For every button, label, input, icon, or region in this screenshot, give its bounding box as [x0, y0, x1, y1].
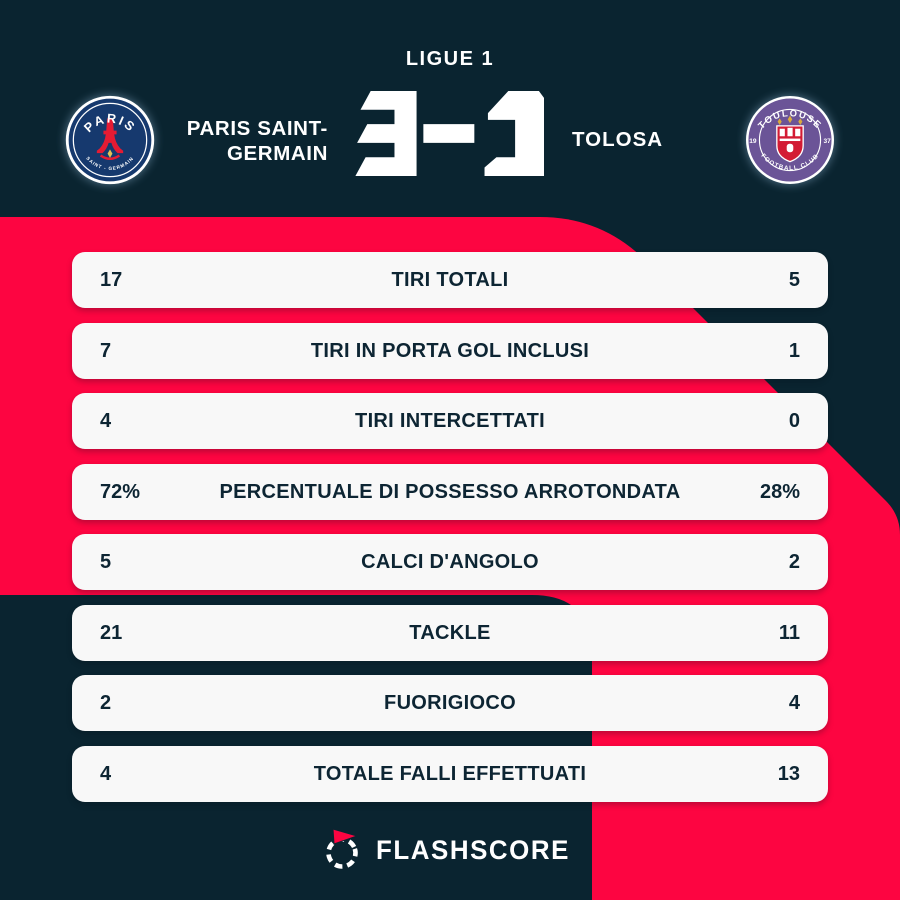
stat-label: FUORIGIOCO	[384, 692, 516, 714]
stat-label: CALCI D'ANGOLO	[361, 551, 539, 573]
stat-label: TACKLE	[409, 622, 491, 644]
stat-row: 21 TACKLE 11	[72, 605, 828, 661]
home-value: 4	[100, 763, 112, 785]
home-team-line2: GERMAIN	[226, 142, 328, 165]
away-value: 2	[788, 551, 800, 573]
home-value: 7	[100, 340, 112, 362]
stat-label: TIRI IN PORTA GOL INCLUSI	[310, 340, 590, 362]
score	[355, 91, 544, 176]
tfc-year-right: 37	[823, 138, 831, 145]
competition-label: LIGUE 1	[405, 48, 495, 70]
stat-row: 7 TIRI IN PORTA GOL INCLUSI 1	[72, 323, 828, 379]
stat-label: TIRI INTERCETTATI	[355, 410, 545, 432]
score-digit-1	[484, 91, 544, 176]
tfc-year-left: 19	[749, 138, 757, 145]
away-team-name: TOLOSA	[572, 128, 664, 151]
toulouse-logo-icon: TOULOUSE FOOTBALL CLUB 19 37	[746, 96, 834, 184]
stat-row: 72% PERCENTUALE DI POSSESSO ARROTONDATA …	[72, 464, 828, 520]
psg-logo-icon: PARIS SAINT - GERMAIN	[65, 95, 155, 185]
away-value: 4	[788, 692, 800, 714]
stat-label: TOTALE FALLI EFFETTUATI	[313, 763, 587, 785]
home-team-name: PARIS SAINT- GERMAIN	[187, 116, 328, 166]
home-value: 2	[100, 692, 112, 714]
away-value: 0	[788, 410, 800, 432]
away-value: 28%	[759, 481, 800, 503]
home-value: 17	[100, 269, 123, 291]
stat-row: 5 CALCI D'ANGOLO 2	[72, 534, 828, 590]
score-digit-3	[355, 91, 417, 176]
stat-row: 17 TIRI TOTALI 5	[72, 252, 828, 308]
away-value: 1	[788, 340, 800, 362]
stat-row: 2 FUORIGIOCO 4	[72, 675, 828, 731]
home-value: 4	[100, 410, 112, 432]
stat-label: TIRI TOTALI	[391, 269, 509, 291]
stat-row: 4 TOTALE FALLI EFFETTUATI 13	[72, 746, 828, 802]
psg-top-text: PARIS	[81, 111, 136, 135]
flashscore-icon	[326, 828, 360, 869]
away-value: 5	[788, 269, 800, 291]
stat-row: 4 TIRI INTERCETTATI 0	[72, 393, 828, 449]
svg-text:PARIS: PARIS	[81, 111, 138, 135]
home-value: 72%	[100, 481, 141, 503]
away-value: 11	[778, 622, 800, 644]
home-value: 5	[100, 551, 112, 573]
score-dash	[423, 124, 475, 143]
home-team-line1: PARIS SAINT-	[186, 117, 328, 140]
flashscore-wordmark: FLASHSCORE	[376, 834, 571, 865]
stat-label: PERCENTUALE DI POSSESSO ARROTONDATA	[219, 481, 681, 503]
flashscore-logo: FLASHSCORE	[0, 824, 900, 874]
away-value: 13	[777, 763, 800, 785]
home-value: 21	[100, 622, 123, 644]
